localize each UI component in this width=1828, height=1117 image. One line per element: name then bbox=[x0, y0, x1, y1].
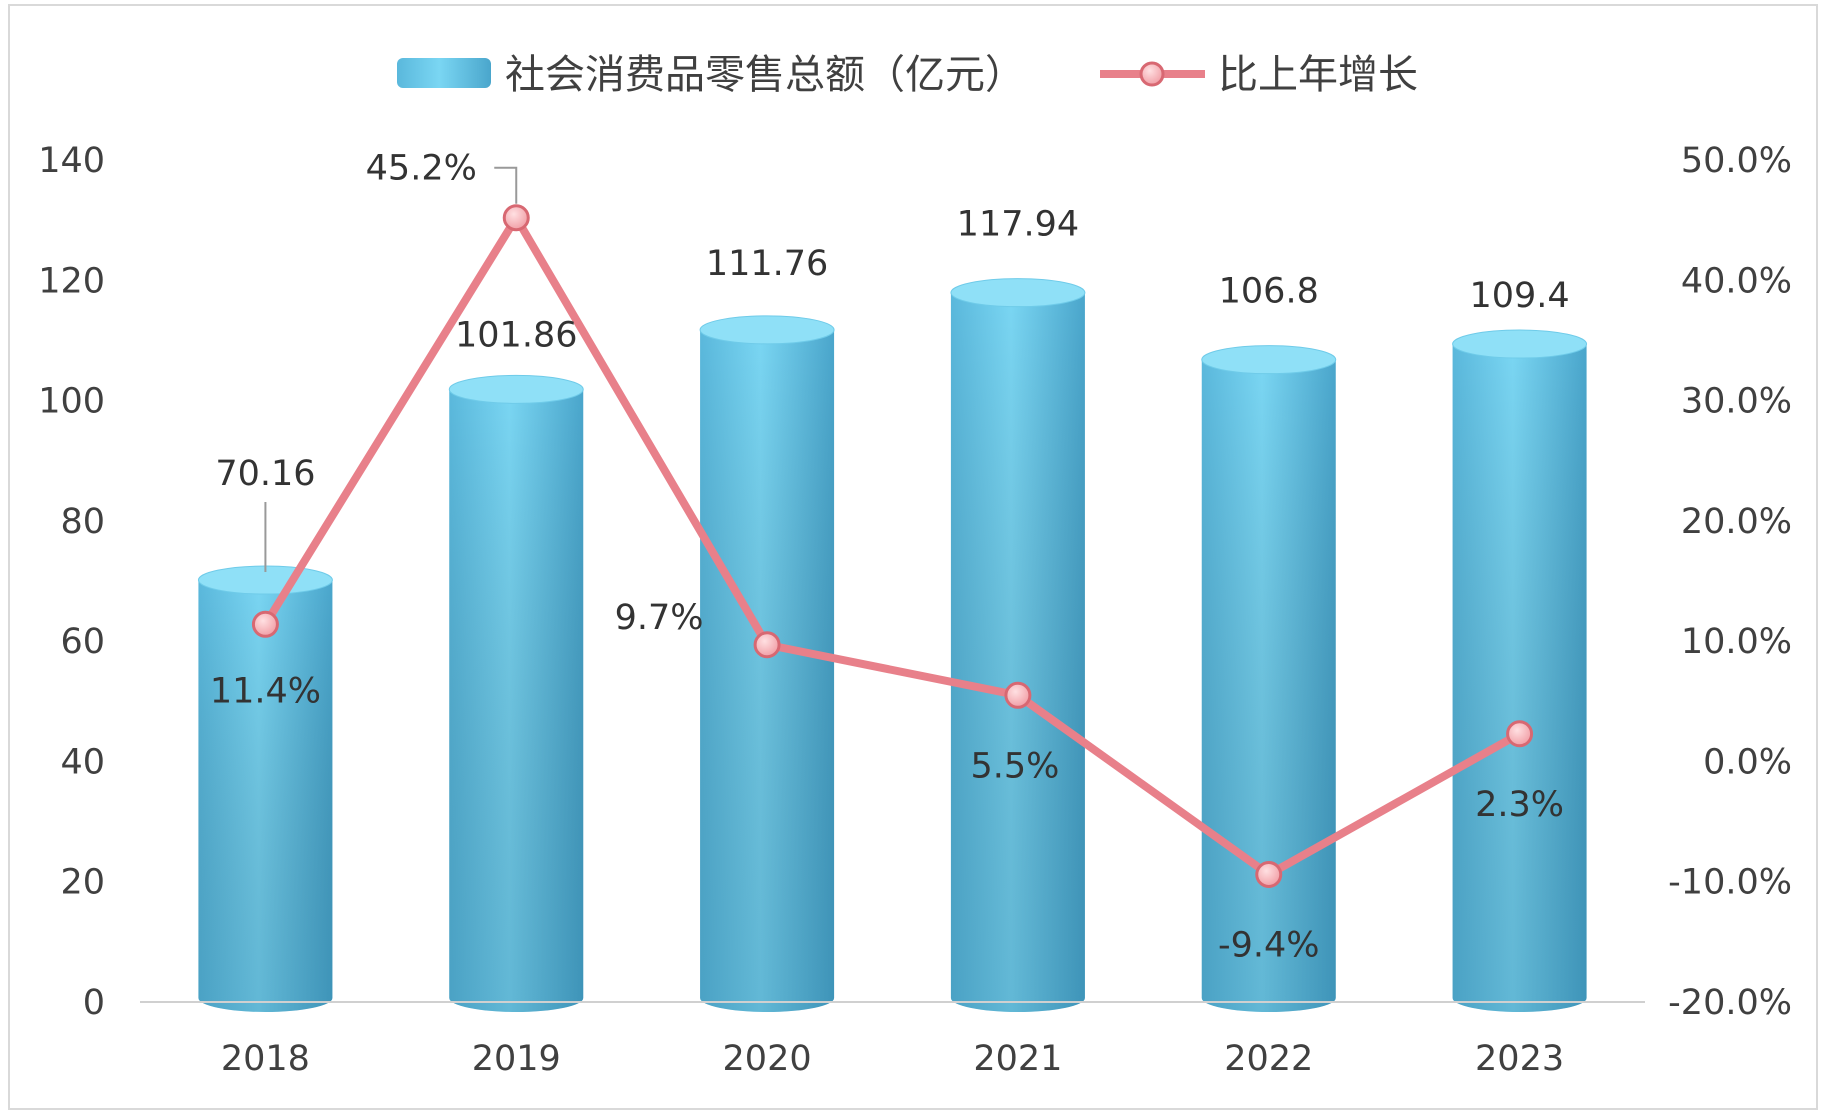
bar-value-label: 117.94 bbox=[957, 205, 1079, 245]
right-axis-tick-label: 0.0% bbox=[1703, 742, 1792, 782]
legend-line-marker bbox=[1139, 61, 1165, 87]
growth-value-label: 5.5% bbox=[970, 746, 1059, 786]
legend-line-label: 比上年增长 bbox=[1218, 52, 1418, 98]
growth-point bbox=[502, 204, 530, 232]
left-axis-tick-label: 80 bbox=[60, 502, 105, 542]
growth-point bbox=[1004, 681, 1032, 709]
right-axis-tick-label: 30.0% bbox=[1681, 382, 1792, 422]
bar-series bbox=[197, 278, 1588, 1013]
bar-value-label: 109.4 bbox=[1469, 276, 1569, 316]
right-axis-tick-label: 20.0% bbox=[1681, 502, 1792, 542]
left-axis-tick-label: 120 bbox=[38, 261, 105, 301]
right-axis-tick-label: -10.0% bbox=[1668, 863, 1792, 903]
growth-point bbox=[753, 631, 781, 659]
legend-bar-swatch bbox=[397, 58, 491, 88]
x-axis: 2018 2019 2020 2021 2022 2023 bbox=[221, 1039, 1564, 1079]
x-axis-tick-label: 2021 bbox=[973, 1039, 1062, 1079]
x-axis-tick-label: 2023 bbox=[1475, 1039, 1564, 1079]
legend: 社会消费品零售总额（亿元） 比上年增长 bbox=[397, 52, 1418, 98]
left-axis-tick-label: 140 bbox=[38, 141, 105, 181]
bar-value-label: 111.76 bbox=[706, 244, 828, 284]
bar bbox=[1452, 329, 1588, 1013]
bar-value-label: 101.86 bbox=[455, 315, 577, 355]
growth-point bbox=[251, 610, 279, 638]
right-y-axis: -20.0% -10.0% 0.0% 10.0% 20.0% 30.0% 40.0% 50.0… bbox=[1668, 141, 1792, 1023]
bar bbox=[950, 278, 1086, 1012]
right-axis-tick-label: 10.0% bbox=[1681, 622, 1792, 662]
x-axis-tick-label: 2018 bbox=[221, 1039, 310, 1079]
label-leader-line bbox=[494, 166, 518, 204]
growth-value-label: 2.3% bbox=[1475, 785, 1564, 825]
growth-line-series bbox=[251, 204, 1534, 888]
left-axis-tick-label: 0 bbox=[83, 983, 105, 1023]
right-axis-tick-label: -20.0% bbox=[1668, 983, 1792, 1023]
left-axis-tick-label: 20 bbox=[60, 863, 105, 903]
growth-value-label: 11.4% bbox=[210, 671, 321, 711]
left-axis-tick-label: 100 bbox=[38, 382, 105, 422]
x-axis-tick-label: 2020 bbox=[723, 1039, 812, 1079]
right-axis-tick-label: 50.0% bbox=[1681, 141, 1792, 181]
data-labels: 70.16 101.86 111.76 117.94 106.8 109.4 11.4% 45… bbox=[210, 149, 1570, 966]
bar bbox=[448, 374, 584, 1013]
growth-value-label: 9.7% bbox=[615, 598, 704, 638]
growth-point bbox=[1506, 720, 1534, 748]
left-axis-tick-label: 60 bbox=[60, 622, 105, 662]
bar bbox=[1201, 345, 1337, 1013]
right-axis-tick-label: 40.0% bbox=[1681, 261, 1792, 301]
growth-value-label: -9.4% bbox=[1218, 925, 1320, 965]
x-axis-tick-label: 2019 bbox=[472, 1039, 561, 1079]
x-axis-tick-label: 2022 bbox=[1224, 1039, 1313, 1079]
growth-value-label: 45.2% bbox=[366, 149, 477, 189]
bar-value-label: 70.16 bbox=[215, 454, 315, 494]
bar bbox=[197, 565, 333, 1012]
left-y-axis: 0 20 40 60 80 100 120 140 bbox=[38, 141, 105, 1023]
growth-point bbox=[1255, 860, 1283, 888]
bar-value-label: 106.8 bbox=[1219, 272, 1319, 312]
growth-line bbox=[262, 213, 1522, 879]
bar bbox=[699, 315, 835, 1013]
left-axis-tick-label: 40 bbox=[60, 742, 105, 782]
legend-bar-label: 社会消费品零售总额（亿元） bbox=[505, 52, 1025, 98]
